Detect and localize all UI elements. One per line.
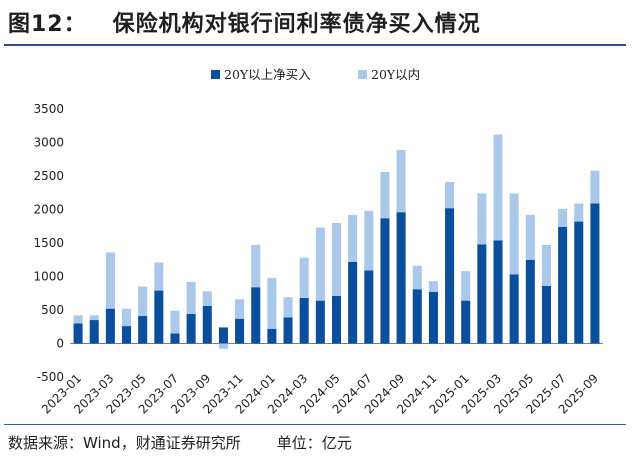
bar-within-20y <box>445 182 455 209</box>
bars <box>73 134 600 349</box>
bar-20y-plus <box>428 291 438 344</box>
bar-20y-plus <box>461 300 471 344</box>
chart: 20Y以上净买入 20Y以内 -500 0 500 1000 1500 2000 2500 3… <box>33 67 603 417</box>
bar-within-20y <box>380 171 390 219</box>
title-divider <box>4 44 626 46</box>
bar-within-20y <box>396 149 406 213</box>
legend-label-series1: 20Y以上净买入 <box>224 67 311 82</box>
bar-within-20y <box>267 277 277 329</box>
unit-note: 单位：亿元 <box>276 434 352 452</box>
bar-within-20y <box>509 193 519 275</box>
bar-within-20y <box>89 315 99 321</box>
bar-20y-plus <box>122 326 132 344</box>
bar-20y-plus <box>105 308 115 344</box>
y-tick-label: 2000 <box>33 203 64 217</box>
bar-within-20y <box>251 245 261 288</box>
bar-within-20y <box>348 214 358 262</box>
bar-20y-plus <box>574 221 584 344</box>
bar-20y-plus <box>445 208 455 344</box>
bar-20y-plus <box>154 290 164 344</box>
bar-within-20y <box>558 208 568 227</box>
bar-20y-plus <box>73 323 83 344</box>
bar-20y-plus <box>89 320 99 344</box>
bar-within-20y <box>590 170 600 204</box>
bar-within-20y <box>364 210 374 271</box>
legend-swatch-series1 <box>211 70 220 79</box>
y-tick-label: 1500 <box>33 236 64 250</box>
bar-20y-plus <box>299 297 309 344</box>
bar-20y-plus <box>590 203 600 344</box>
source-note: 数据来源：Wind，财通证券研究所 <box>8 434 241 452</box>
bar-within-20y <box>315 227 325 301</box>
bar-20y-plus <box>493 240 503 344</box>
bar-within-20y <box>461 271 471 301</box>
bar-20y-plus <box>186 314 196 344</box>
bar-20y-plus <box>525 259 535 344</box>
bar-within-20y <box>122 308 132 327</box>
y-axis: -500 0 500 1000 1500 2000 2500 3000 3500 <box>33 102 603 384</box>
bar-20y-plus <box>138 316 148 344</box>
footer: 数据来源：Wind，财通证券研究所 单位：亿元 <box>8 432 352 453</box>
bar-20y-plus <box>380 218 390 344</box>
bar-20y-plus <box>412 289 422 344</box>
bar-within-20y <box>525 214 535 260</box>
y-tick-label: 3000 <box>33 136 64 150</box>
bar-20y-plus <box>283 317 293 344</box>
bar-20y-plus <box>509 274 519 344</box>
x-axis: 2023-012023-032023-052023-072023-092023-… <box>39 371 601 416</box>
bar-within-20y <box>218 343 228 349</box>
bar-within-20y <box>412 265 422 290</box>
bar-within-20y <box>170 310 180 334</box>
bar-within-20y <box>493 134 503 241</box>
bar-within-20y <box>235 299 245 319</box>
bar-within-20y <box>202 291 212 306</box>
y-tick-label: 3500 <box>33 102 64 116</box>
bar-within-20y <box>331 222 342 296</box>
bar-within-20y <box>283 297 293 318</box>
bar-within-20y <box>105 252 115 309</box>
bar-20y-plus <box>331 295 342 344</box>
bar-20y-plus <box>202 305 212 344</box>
bar-20y-plus <box>348 261 358 344</box>
bar-20y-plus <box>267 328 277 344</box>
y-tick-label: 0 <box>56 337 64 351</box>
bar-20y-plus <box>251 287 261 344</box>
bar-20y-plus <box>218 327 228 344</box>
bar-within-20y <box>541 245 551 286</box>
bar-within-20y <box>477 193 487 245</box>
bar-within-20y <box>73 315 83 324</box>
footer-divider <box>4 424 626 425</box>
bar-20y-plus <box>170 333 180 344</box>
bar-20y-plus <box>477 244 487 344</box>
y-tick-label: 1000 <box>33 270 64 284</box>
legend-swatch-series2 <box>358 70 367 79</box>
bar-within-20y <box>299 257 309 298</box>
title-bar: 图12： 保险机构对银行间利率债净买入情况 <box>0 0 634 46</box>
bar-20y-plus <box>315 300 325 344</box>
bar-within-20y <box>154 262 164 291</box>
bar-within-20y <box>186 281 196 315</box>
chart-legend: 20Y以上净买入 20Y以内 <box>211 67 420 82</box>
bar-within-20y <box>574 203 584 222</box>
bar-20y-plus <box>396 212 406 344</box>
bar-within-20y <box>428 281 438 292</box>
bar-20y-plus <box>541 285 551 344</box>
bar-20y-plus <box>558 226 568 344</box>
bar-20y-plus <box>364 270 374 344</box>
y-tick-label: 500 <box>41 303 64 317</box>
bar-within-20y <box>138 286 148 317</box>
legend-label-series2: 20Y以内 <box>371 67 420 82</box>
y-tick-label: 2500 <box>33 169 64 183</box>
bar-20y-plus <box>235 318 245 344</box>
figure-title: 图12： 保险机构对银行间利率债净买入情况 <box>8 12 481 37</box>
y-tick-label: -500 <box>37 370 64 384</box>
